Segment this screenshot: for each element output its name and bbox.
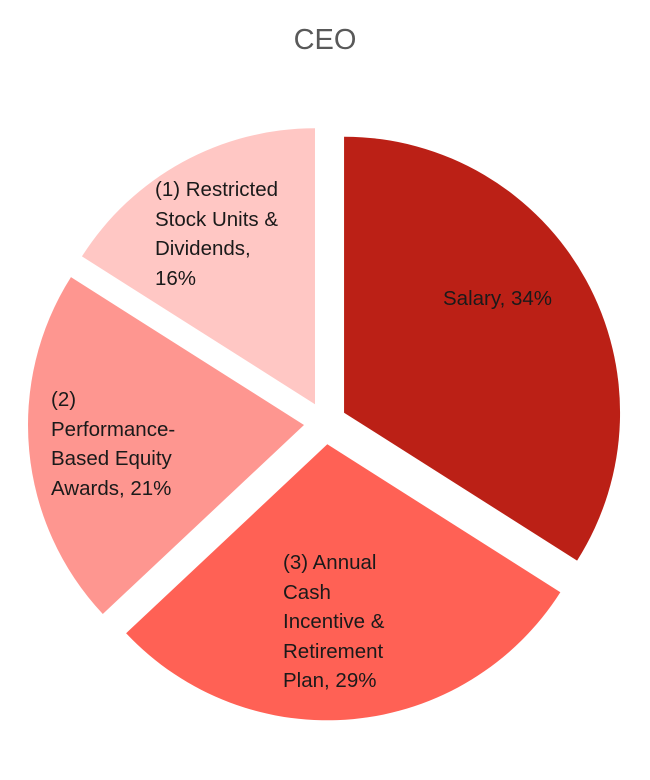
label-line: (1) Restricted [155,178,279,201]
label-line: Cash [283,580,331,604]
label-line: Awards, 21% [51,476,172,500]
label-line: 16% [155,266,197,290]
slice-label-salary: Salary, 34% [443,284,552,314]
pie-slice-cash-incentive [126,444,561,721]
pie-slice-restricted-stock [81,128,315,405]
label-line: Salary, 34% [443,287,553,310]
slice-label-cash-incentive: (3) Annual Cash Incentive & Retirement P… [283,548,384,696]
label-line: Retirement [283,639,384,663]
label-line: Dividends, [155,237,251,260]
pie-slice-salary [344,136,621,561]
pie-slice-performance-equity [27,277,304,614]
label-line: Plan, 29% [283,669,377,692]
slice-label-restricted-stock: (1) Restricted Stock Units & Dividends, … [155,175,278,293]
label-line: (2) [51,388,77,411]
label-line: Based Equity [51,447,172,470]
label-line: Stock Units & [155,207,279,231]
label-line: Performance- [51,417,176,441]
chart-title: CEO [293,24,357,56]
label-line: Incentive & [283,610,385,633]
slice-label-performance-equity: (2) Performance- Based Equity Awards, 21… [51,385,175,503]
label-line: (3) Annual [283,551,377,574]
